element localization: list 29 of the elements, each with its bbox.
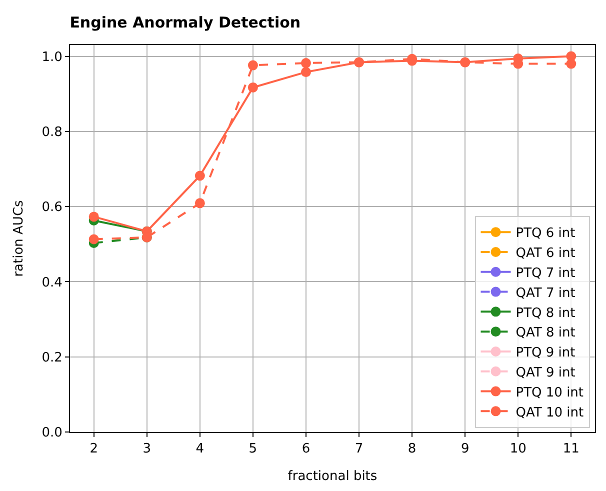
y-tick-label: 0.6 xyxy=(42,200,62,216)
x-tick-label: 7 xyxy=(354,442,364,457)
legend-label: PTQ 8 int xyxy=(516,306,576,321)
y-tick-label: 0.2 xyxy=(42,350,62,366)
y-tick-label: 0.4 xyxy=(42,275,62,290)
x-tick-label: 5 xyxy=(248,442,258,457)
legend-label: QAT 6 int xyxy=(516,246,576,262)
legend-label: QAT 9 int xyxy=(516,365,576,380)
y-tick-label: 0.0 xyxy=(42,426,62,441)
legend-label: PTQ 9 int xyxy=(516,346,576,361)
legend-label: QAT 10 int xyxy=(516,405,584,420)
legend-label: QAT 7 int xyxy=(516,286,576,301)
y-tick-label: 0.8 xyxy=(42,124,62,140)
x-tick-label: 3 xyxy=(142,442,152,457)
y-axis-title: ration AUCs xyxy=(12,200,27,277)
legend-label: QAT 8 int xyxy=(516,326,576,341)
x-tick-label: 8 xyxy=(408,442,416,457)
chart-title: Engine Anormaly Detection xyxy=(70,14,301,32)
x-tick-label: 10 xyxy=(510,442,526,457)
legend-label: PTQ 7 int xyxy=(516,266,576,281)
x-tick-label: 9 xyxy=(460,442,470,457)
x-tick-label: 2 xyxy=(90,442,98,457)
y-tick-label: 1.0 xyxy=(42,50,62,65)
x-tick-label: 4 xyxy=(196,442,204,457)
x-tick-label: 11 xyxy=(562,442,580,457)
legend-label: PTQ 6 int xyxy=(516,226,576,242)
x-axis-title: fractional bits xyxy=(288,469,378,484)
x-tick-label: 6 xyxy=(302,442,310,457)
legend-label: PTQ 10 int xyxy=(516,385,584,400)
